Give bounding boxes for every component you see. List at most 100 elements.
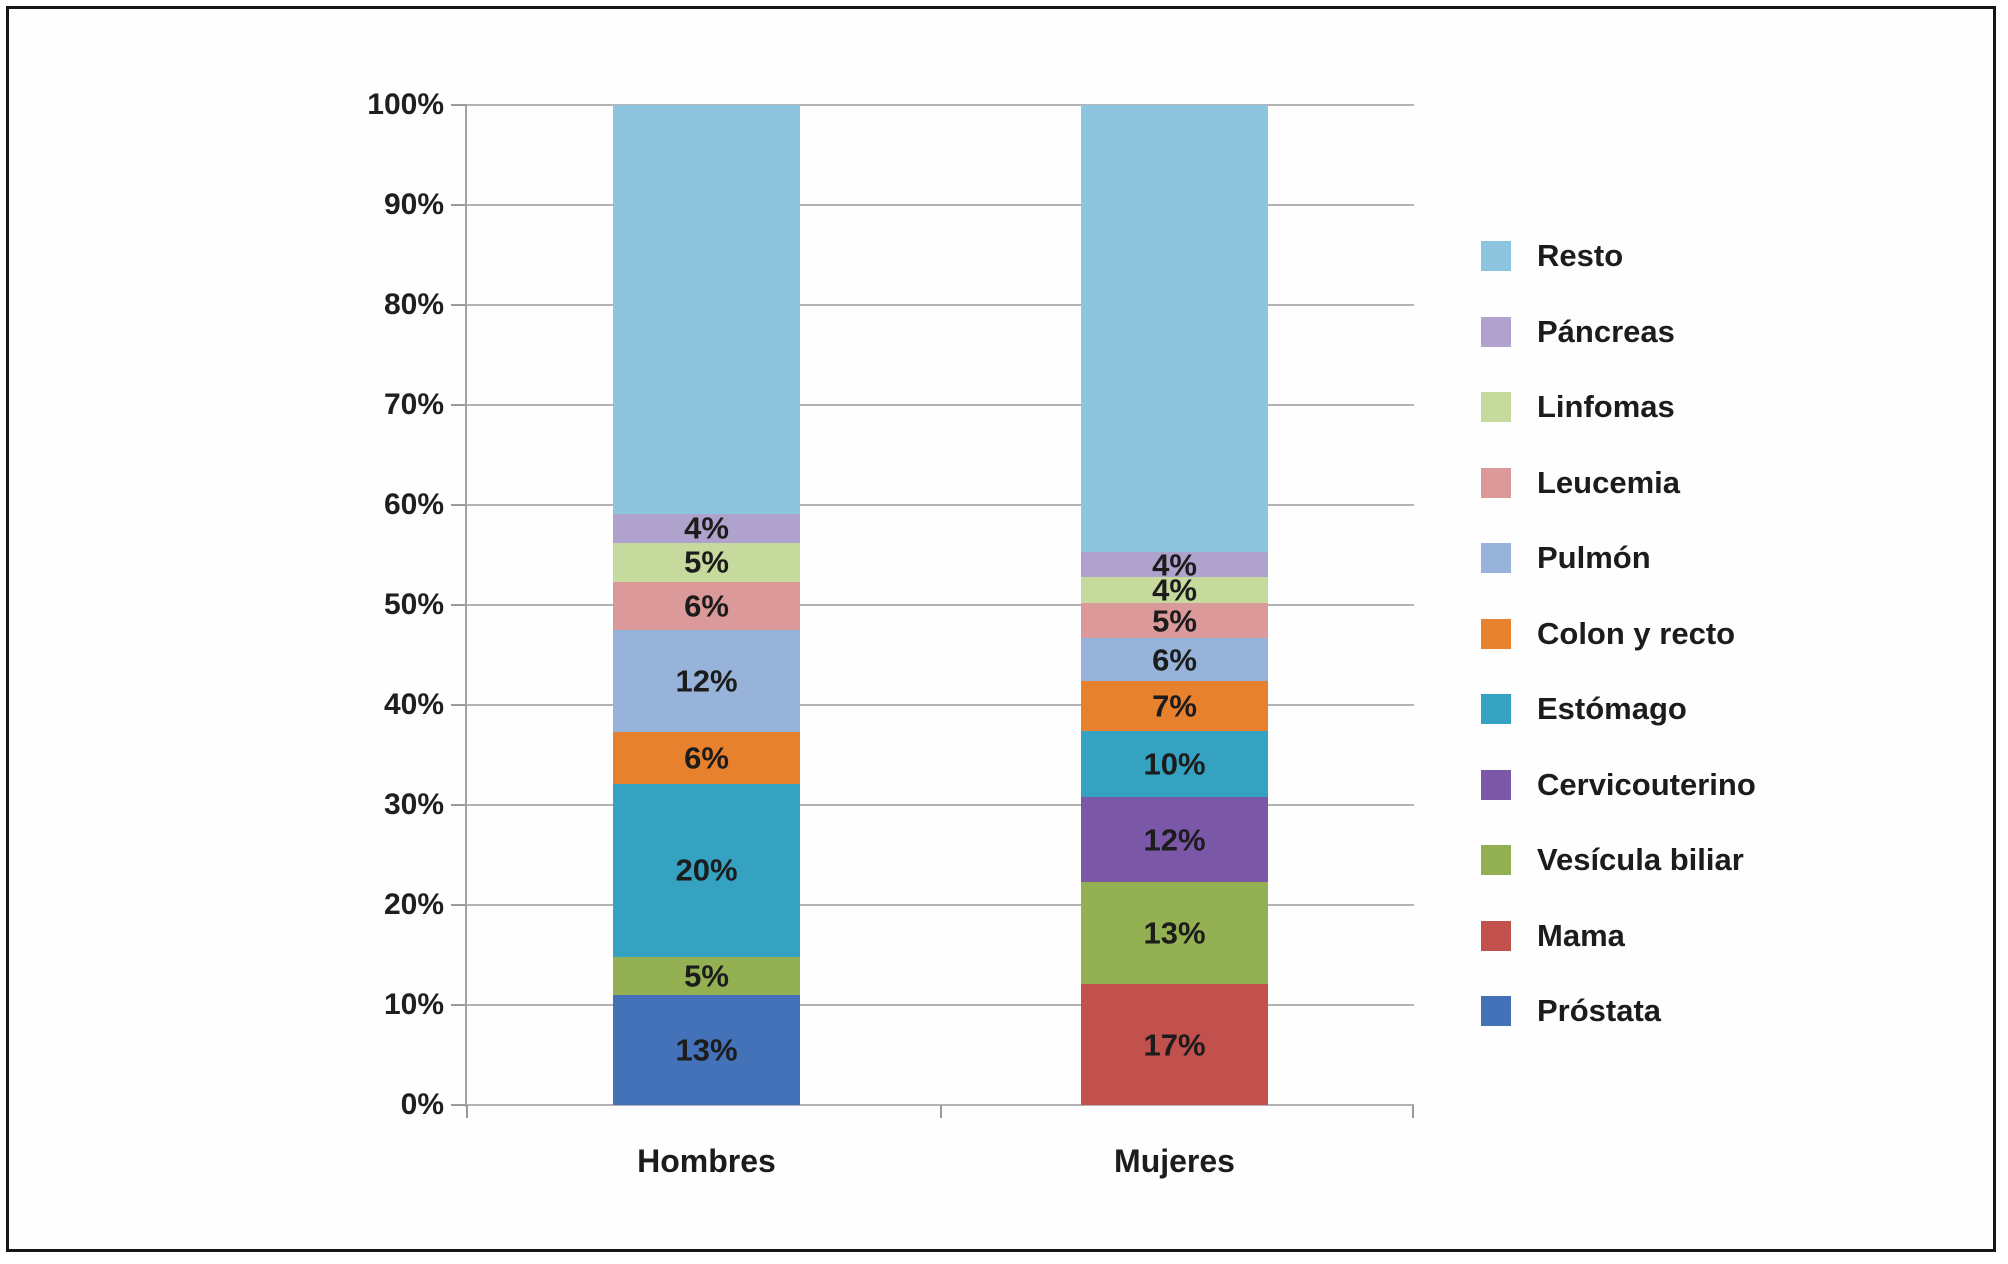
gridline-10 <box>466 1004 1414 1006</box>
bar-segment-leucemia-hombres <box>613 581 800 630</box>
y-axis-tick <box>451 704 467 706</box>
bar-segment-vesicula-biliar-mujeres <box>1081 882 1268 984</box>
legend-label-pulmon: Pulmón <box>1537 540 1651 575</box>
legend-label-estomago: Estómago <box>1537 691 1687 726</box>
legend-item-pancreas: Páncreas <box>1481 313 1801 349</box>
bar-segment-colon-y-recto-mujeres <box>1081 681 1268 731</box>
bar-mujeres: 17% 13% 12% 10% 7% 6% 5% 4% 4% <box>1081 9 1268 1105</box>
legend-swatch-vesicula-biliar-icon <box>1481 845 1511 875</box>
legend-label-pancreas: Páncreas <box>1537 313 1675 349</box>
bar-segment-pancreas-mujeres <box>1081 552 1268 577</box>
segment-label-cervicouterino-mujeres: 12% <box>1143 822 1206 857</box>
segment-label-colon-y-recto-mujeres: 7% <box>1152 688 1197 724</box>
y-axis-tick <box>451 504 467 506</box>
bar-segment-pulmon-hombres <box>613 629 800 732</box>
legend-label-cervicouterino: Cervicouterino <box>1537 766 1756 802</box>
legend-swatch-estomago-icon <box>1481 694 1511 724</box>
figure-border: 0% 10% 20% 30% 40% 50% 60% 70% 80% 90% 100% 13% 5% 20… <box>6 6 1996 1252</box>
gridline-70 <box>466 404 1414 406</box>
legend-swatch-cervicouterino-icon <box>1481 769 1511 800</box>
y-tick-label: 40% <box>383 688 444 721</box>
legend-label-vesicula-biliar: Vesícula biliar <box>1537 842 1744 877</box>
gridline-30 <box>466 804 1414 806</box>
y-tick-label: 0% <box>400 1088 444 1121</box>
category-label-hombres: Hombres <box>637 1143 776 1179</box>
legend-label-resto: Resto <box>1537 238 1624 273</box>
segment-label-linfomas-mujeres: 4% <box>1152 572 1197 608</box>
y-tick-label: 50% <box>383 588 444 621</box>
bar-segment-pulmon-mujeres <box>1081 638 1268 681</box>
legend-label-prostata: Próstata <box>1537 993 1662 1028</box>
y-axis-tick <box>451 204 467 206</box>
y-axis-tick <box>451 104 467 106</box>
y-tick-label: 30% <box>383 788 444 821</box>
legend-label-linfomas: Linfomas <box>1537 389 1675 424</box>
legend-swatch-prostata-icon <box>1481 996 1511 1026</box>
y-tick-label: 60% <box>383 488 444 521</box>
legend-swatch-colon-y-recto-icon <box>1481 618 1511 649</box>
legend-swatch-resto-icon <box>1481 241 1511 271</box>
legend-swatch-pulmon-icon <box>1481 543 1511 573</box>
bar-segment-mama-mujeres <box>1081 984 1268 1105</box>
legend-item-pulmon: Pulmón <box>1481 541 1801 575</box>
y-axis-tick <box>451 604 467 606</box>
bar-segment-cervicouterino-mujeres <box>1081 797 1268 882</box>
bar-segment-vesicula-biliar-hombres <box>613 956 800 995</box>
bar-segment-leucemia-mujeres <box>1081 603 1268 638</box>
y-tick-label: 100% <box>367 88 444 121</box>
segment-label-pulmon-hombres: 12% <box>675 663 738 698</box>
segment-label-vesicula-biliar-mujeres: 13% <box>1143 915 1206 951</box>
bar-hombres: 13% 5% 20% 6% 12% 6% 5% 4% <box>613 9 800 1105</box>
gridline-20 <box>466 904 1414 906</box>
segment-label-colon-y-recto-hombres: 6% <box>684 740 729 775</box>
y-tick-label: 80% <box>383 288 444 321</box>
segment-label-pancreas-mujeres: 4% <box>1152 547 1197 582</box>
legend-swatch-pancreas-icon <box>1481 316 1511 347</box>
x-axis-tick <box>466 1105 468 1118</box>
bar-segment-resto-hombres <box>613 105 800 514</box>
y-axis-tick <box>451 804 467 806</box>
legend-item-cervicouterino: Cervicouterino <box>1481 766 1801 802</box>
segment-label-linfomas-hombres: 5% <box>684 544 729 580</box>
gridline-60 <box>466 504 1414 506</box>
gridline-40 <box>466 704 1414 706</box>
bar-segment-colon-y-recto-hombres <box>613 731 800 784</box>
legend-swatch-mama-icon <box>1481 920 1511 951</box>
x-axis-tick <box>940 1105 942 1118</box>
bar-segment-linfomas-mujeres <box>1081 577 1268 603</box>
bar-segment-estomago-mujeres <box>1081 731 1268 797</box>
legend-swatch-linfomas-icon <box>1481 392 1511 422</box>
y-axis-tick <box>451 404 467 406</box>
legend-label-leucemia: Leucemia <box>1537 464 1681 500</box>
segment-label-pancreas-hombres: 4% <box>684 510 729 546</box>
legend-item-linfomas: Linfomas <box>1481 390 1801 424</box>
y-axis-tick <box>451 1004 467 1006</box>
y-tick-label: 90% <box>383 188 444 221</box>
segment-label-prostata-hombres: 13% <box>675 1032 738 1068</box>
y-tick-label: 70% <box>383 388 444 421</box>
y-tick-label: 20% <box>383 888 444 921</box>
segment-label-estomago-hombres: 20% <box>675 852 738 888</box>
segment-label-leucemia-mujeres: 5% <box>1152 603 1197 638</box>
gridline-100 <box>466 104 1414 106</box>
bar-segment-prostata-hombres <box>613 995 800 1105</box>
bar-segment-pancreas-hombres <box>613 513 800 543</box>
legend-item-vesicula-biliar: Vesícula biliar <box>1481 843 1801 877</box>
legend-label-mama: Mama <box>1537 917 1625 953</box>
legend-item-mama: Mama <box>1481 917 1801 953</box>
legend-swatch-leucemia-icon <box>1481 467 1511 498</box>
gridline-50 <box>466 604 1414 606</box>
legend-item-leucemia: Leucemia <box>1481 464 1801 500</box>
y-axis-tick <box>451 904 467 906</box>
x-axis-tick <box>1412 1105 1414 1118</box>
bar-segment-resto-mujeres <box>1081 105 1268 552</box>
category-label-mujeres: Mujeres <box>1114 1143 1235 1179</box>
y-axis-tick <box>451 304 467 306</box>
gridline-80 <box>466 304 1414 306</box>
legend-label-colon-y-recto: Colon y recto <box>1537 615 1736 651</box>
y-axis-tick <box>451 1104 467 1106</box>
segment-label-mama-mujeres: 17% <box>1143 1027 1206 1062</box>
legend-item-estomago: Estómago <box>1481 692 1801 726</box>
gridline-90 <box>466 204 1414 206</box>
